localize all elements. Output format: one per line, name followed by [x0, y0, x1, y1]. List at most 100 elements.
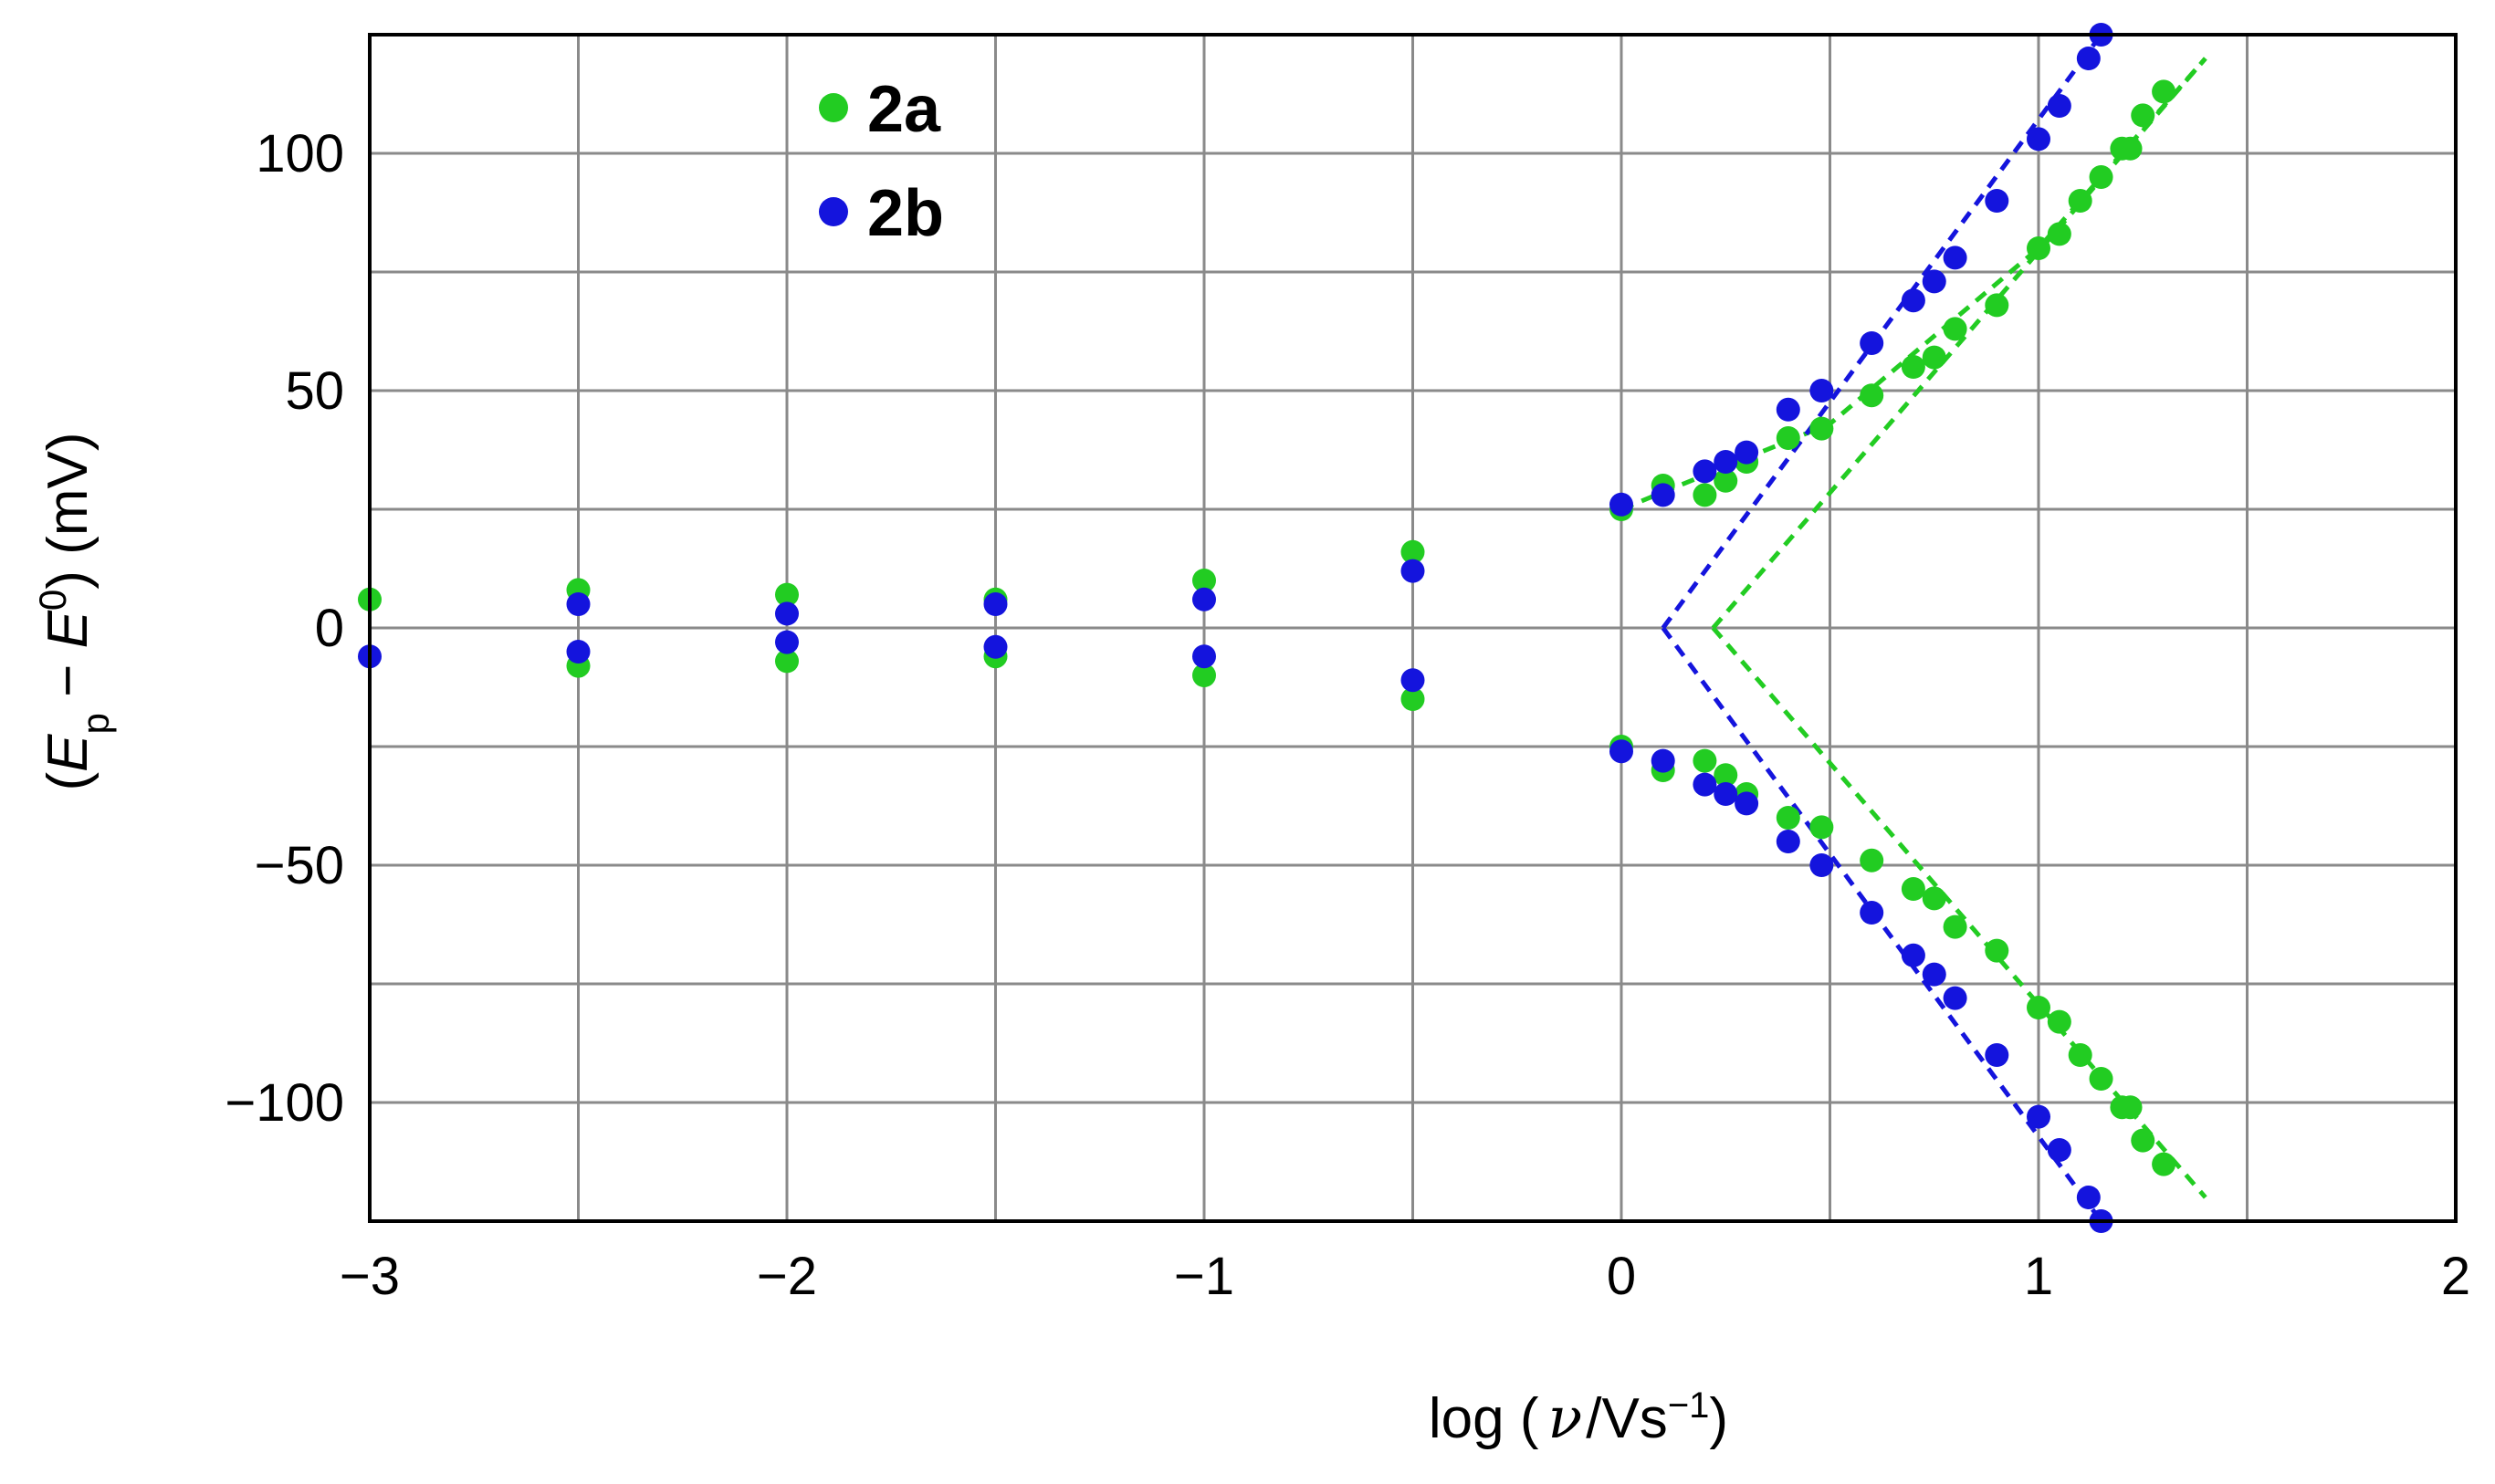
data-points [358, 23, 2176, 1233]
data-point-2b [1943, 246, 1967, 270]
data-point-2b [1943, 986, 1967, 1010]
data-point-2a [2131, 1128, 2155, 1153]
data-point-2b [983, 592, 1008, 616]
data-point-2b [1809, 379, 1834, 402]
fit-line-2a [1711, 57, 2207, 630]
data-point-2a [2047, 222, 2071, 246]
data-point-2a [1985, 938, 2009, 963]
x-tick-label: −3 [340, 1247, 400, 1306]
legend-label-2b: 2b [867, 177, 944, 250]
fit-line-2a [1620, 57, 2207, 512]
data-point-2a [2068, 189, 2092, 213]
x-tick-label: 2 [2441, 1247, 2470, 1306]
data-point-2b [1860, 901, 1884, 925]
data-point-2a [1714, 763, 1738, 788]
data-point-2a [2027, 236, 2050, 260]
x-tick-label: 0 [1607, 1247, 1636, 1306]
data-point-2b [566, 592, 591, 616]
data-point-2b [1714, 782, 1738, 806]
plot-frame [368, 33, 2458, 1223]
data-point-2a [2027, 996, 2050, 1019]
data-point-2a [2118, 1095, 2143, 1120]
data-point-2a [1693, 483, 1717, 507]
data-point-2a [1776, 426, 1800, 450]
data-point-2a [2152, 79, 2176, 104]
data-point-2b [1860, 331, 1884, 355]
y-tick-label: −50 [255, 836, 344, 895]
data-point-2a [1714, 468, 1738, 493]
data-point-2b [1985, 189, 2009, 213]
data-point-2a [1860, 383, 1884, 408]
data-point-2a [2131, 103, 2155, 128]
x-tick-label: 1 [2024, 1247, 2053, 1306]
data-point-2a [1809, 416, 1834, 441]
y-tick-labels: 100 50 0 −50 −100 [225, 124, 344, 1133]
legend: 2a 2b [819, 73, 944, 250]
data-point-2b [1192, 644, 1216, 669]
y-tick-label: 100 [256, 124, 344, 183]
data-point-2b [2047, 94, 2071, 118]
y-tick-label: 50 [285, 361, 344, 421]
data-point-2b [2047, 1138, 2071, 1162]
data-point-2a [1860, 848, 1884, 873]
data-point-2b [1651, 483, 1675, 507]
data-point-2b [1735, 440, 1759, 465]
data-point-2a [1943, 317, 1967, 341]
data-point-2b [983, 634, 1008, 659]
data-point-2b [1609, 739, 1633, 764]
data-point-2a [2118, 136, 2143, 161]
data-point-2a [1901, 877, 1925, 901]
data-point-2b [1609, 492, 1633, 517]
data-point-2b [775, 601, 799, 626]
fit-line-2a [1711, 626, 2207, 1199]
data-point-2b [2076, 1186, 2101, 1209]
legend-marker-2a [819, 93, 848, 122]
data-point-2a [2089, 1067, 2113, 1091]
data-point-2b [1901, 943, 1925, 967]
data-point-2b [1714, 450, 1738, 474]
fit-line-2b [1661, 626, 2103, 1223]
data-point-2b [1693, 459, 1717, 484]
data-point-2b [775, 630, 799, 654]
data-point-2b [1776, 830, 1800, 853]
data-point-2a [1901, 355, 1925, 379]
data-point-2b [566, 640, 591, 664]
data-point-2b [1985, 1043, 2009, 1067]
legend-marker-2b [819, 197, 848, 226]
data-point-2b [2027, 127, 2050, 152]
data-point-2b [1735, 791, 1759, 816]
data-point-2b [1809, 853, 1834, 877]
data-point-2a [2047, 1009, 2071, 1034]
data-point-2b [1651, 748, 1675, 773]
y-tick-label: 0 [315, 599, 344, 658]
data-point-2a [775, 649, 799, 674]
data-point-2b [1400, 559, 1425, 583]
x-tick-label: −1 [1174, 1247, 1234, 1306]
data-point-2b [2076, 47, 2101, 70]
data-point-2a [2089, 165, 2113, 189]
data-point-2b [1776, 397, 1800, 422]
grid-lines [370, 35, 2456, 1221]
x-tick-labels: −3 −2 −1 0 1 2 [340, 1247, 2470, 1306]
x-axis-label: log (ν/Vs−1) [1429, 1385, 1728, 1451]
data-point-2a [1922, 886, 1946, 911]
y-axis-label: (Ep − E0) (mV) [31, 433, 117, 791]
data-point-2b [1901, 288, 1925, 313]
data-point-2a [1400, 687, 1425, 711]
data-point-2b [2027, 1104, 2050, 1129]
data-point-2a [1192, 664, 1216, 687]
data-point-2b [1922, 962, 1946, 987]
data-point-2a [1809, 815, 1834, 840]
data-point-2b [1922, 269, 1946, 294]
data-point-2a [775, 582, 799, 607]
data-point-2a [2068, 1043, 2092, 1067]
data-point-2b [1693, 772, 1717, 797]
data-point-2a [1192, 569, 1216, 592]
data-point-2b [1400, 668, 1425, 693]
fit-line-2b [1661, 33, 2103, 630]
data-point-2a [1922, 345, 1946, 370]
data-point-2a [1693, 748, 1717, 773]
x-tick-label: −2 [757, 1247, 817, 1306]
data-point-2a [1776, 806, 1800, 830]
